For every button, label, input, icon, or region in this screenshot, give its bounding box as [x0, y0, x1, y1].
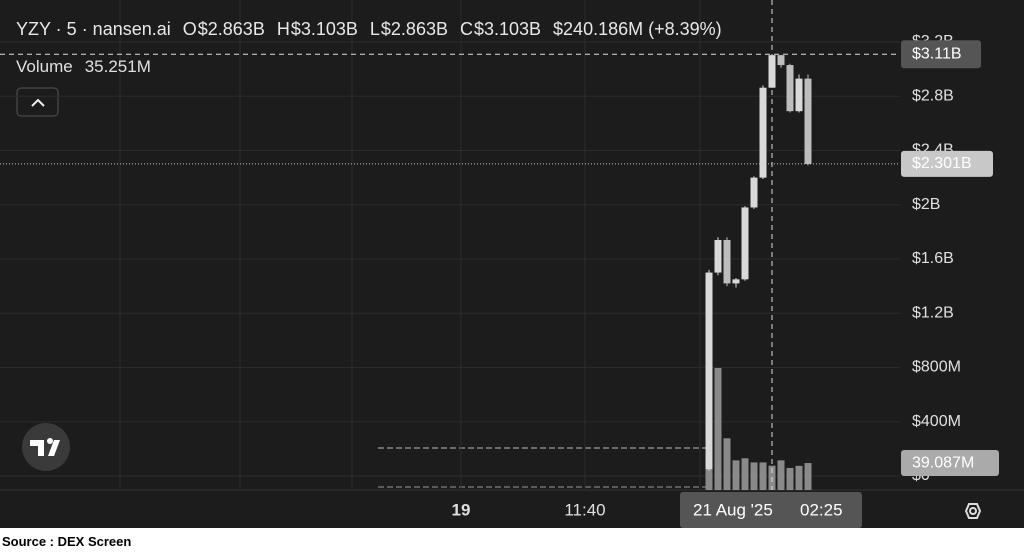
collapse-button[interactable]	[16, 87, 59, 117]
x-tick-label: 11:40	[564, 500, 605, 519]
ohlc-value: $2.863B	[380, 19, 448, 39]
tv-logo[interactable]	[22, 423, 70, 471]
change: $240.186M (+8.39%)	[553, 19, 722, 39]
volume-name: Volume	[16, 57, 73, 76]
ohlc-item: C$3.103B	[460, 19, 541, 40]
y-tick-label: $1.2B	[912, 304, 954, 321]
background	[0, 0, 1024, 528]
volume-bar	[741, 458, 749, 490]
symbol: YZY · 5 · nansen.ai	[16, 19, 171, 39]
ohlc-key: O	[182, 19, 197, 39]
ohlc-value: $3.103B	[473, 19, 542, 39]
ohlc-item: O$2.863B	[183, 19, 265, 40]
y-tick-label: $2.8B	[912, 87, 954, 104]
y-tick-label: $800M	[912, 359, 961, 376]
settings-button[interactable]	[964, 503, 982, 519]
volume-legend: Volume 35.251M	[16, 57, 151, 77]
candle-body	[759, 87, 767, 178]
chart: $0$400M$800M$1.2B$1.6B$2B$2.4B$2.8B$3.2B…	[0, 0, 1024, 528]
last-volume: 39.087M	[912, 454, 974, 471]
tv-logo-dot	[47, 438, 53, 444]
y-tick-label: $1.6B	[912, 250, 954, 267]
header: YZY · 5 · nansen.ai O$2.863B H$3.103B L$2.8…	[16, 19, 722, 40]
settings-icon	[969, 507, 977, 515]
last-price: $2.301B	[912, 155, 972, 172]
volume-bar	[795, 465, 803, 490]
ohlc-item: L$2.863B	[370, 19, 448, 40]
candle-body	[786, 65, 794, 112]
volume-bar	[804, 463, 812, 490]
candle-body	[732, 279, 740, 284]
candle-body	[795, 78, 803, 112]
crosshair-date: 21 Aug '25	[693, 500, 773, 519]
x-tick-label: 19	[452, 500, 471, 519]
ohlc-item: H$3.103B	[277, 19, 358, 40]
tv-logo-mark	[30, 440, 60, 456]
ohlc-key: C	[459, 19, 473, 39]
y-tick-label: $2B	[912, 196, 940, 213]
y-tick-label: $400M	[912, 413, 961, 430]
ohlc-value: $3.103B	[290, 19, 358, 39]
volume-bar	[777, 460, 785, 490]
volume-bar	[714, 368, 722, 490]
crosshair-clock: 02:25	[800, 500, 843, 519]
ohlc-value: $2.863B	[197, 19, 265, 39]
candle-body	[714, 240, 722, 273]
candle-body	[723, 240, 731, 284]
volume-bar	[732, 460, 740, 490]
crosshair-price: $3.11B	[912, 45, 962, 62]
volume-bar	[759, 462, 767, 490]
candle-body	[705, 272, 713, 470]
candle-body	[804, 78, 812, 164]
source: Source : DEX Screen	[2, 534, 132, 549]
volume-bar	[750, 462, 758, 490]
volume-value: 35.251M	[84, 57, 151, 76]
collapse-icon	[31, 98, 45, 107]
ohlc-key: H	[276, 19, 290, 39]
volume-bar	[723, 438, 731, 490]
candle-body	[741, 207, 749, 280]
volume-bar	[786, 467, 794, 490]
ohlc-key: L	[369, 19, 380, 39]
crosshair-time-box	[680, 492, 862, 528]
candle-body	[768, 55, 776, 88]
candle-body	[777, 55, 785, 66]
crosshair-price-box	[901, 40, 981, 69]
last-volume-box	[901, 450, 999, 477]
candle-body	[750, 177, 758, 208]
last-price-box	[901, 150, 993, 177]
